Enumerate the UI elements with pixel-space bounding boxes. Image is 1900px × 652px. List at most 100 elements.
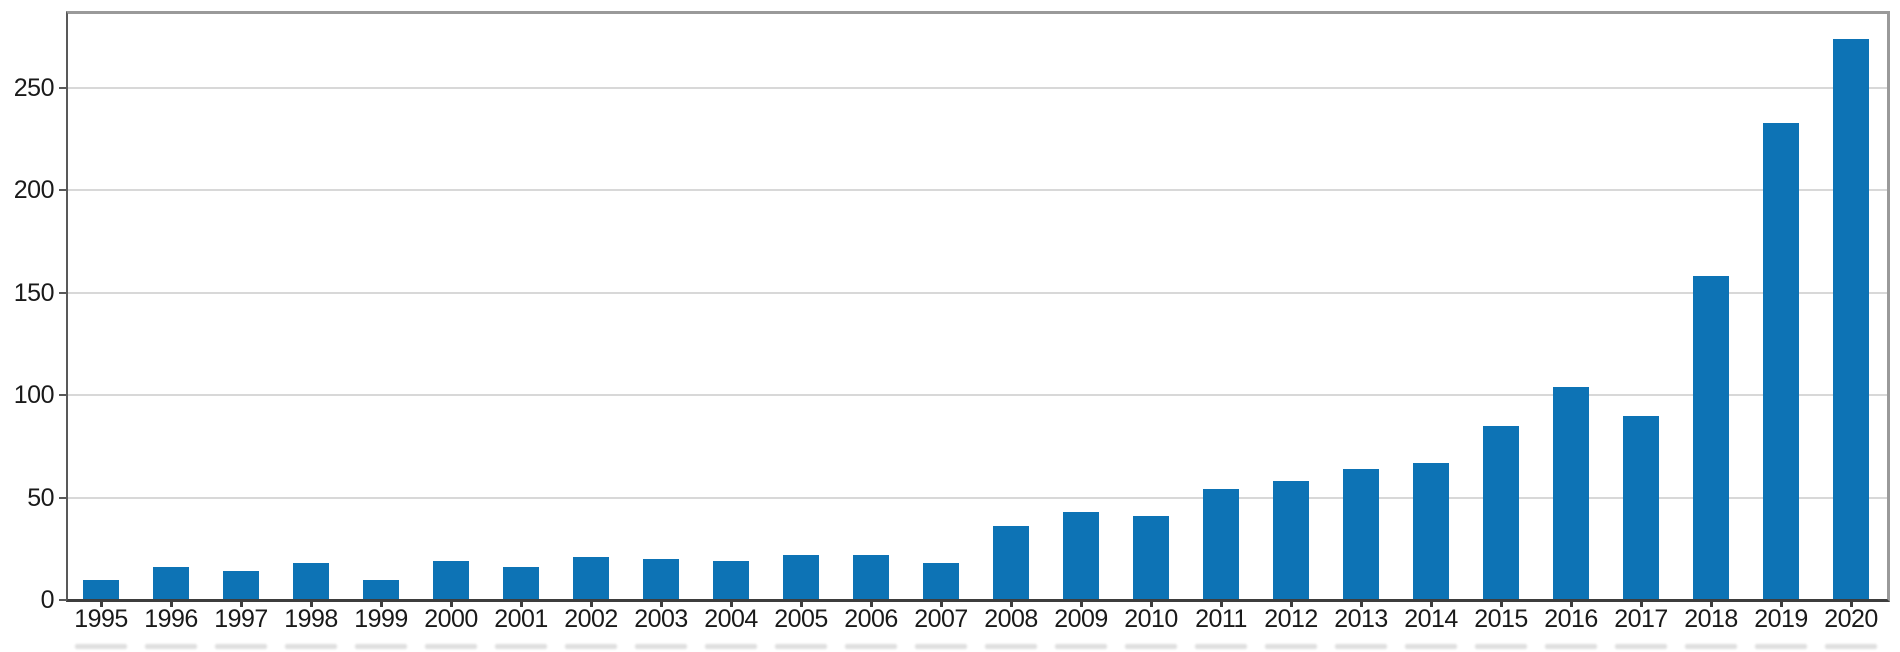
x-tick-2005 — [800, 600, 803, 607]
x-tick-2014 — [1430, 600, 1433, 607]
x-tick-2000 — [450, 600, 453, 607]
bar-2009 — [1063, 511, 1099, 600]
grid-line-50 — [68, 496, 1888, 499]
bar-2008 — [993, 526, 1029, 600]
x-tick-label-2017: 2017 — [1614, 605, 1668, 633]
x-tick-label-2000: 2000 — [424, 605, 478, 633]
x-tick-label-2008: 2008 — [984, 605, 1038, 633]
y-tick-label-0: 0 — [40, 586, 55, 614]
x-tick-label-2016: 2016 — [1544, 605, 1598, 633]
x-tick-2017 — [1640, 600, 1643, 607]
bar-2004 — [713, 561, 749, 600]
bar-2000 — [433, 561, 469, 600]
y-tick-0 — [59, 599, 67, 601]
cropped-text-artifact — [985, 644, 1037, 649]
grid-line-150 — [68, 291, 1888, 294]
cropped-text-artifact — [1825, 644, 1877, 649]
x-tick-1999 — [380, 600, 383, 607]
bar-2007 — [923, 563, 959, 600]
bar-2001 — [503, 567, 539, 600]
bar-2012 — [1273, 481, 1309, 600]
x-tick-2007 — [940, 600, 943, 607]
x-tick-label-2010: 2010 — [1124, 605, 1178, 633]
x-tick-2013 — [1360, 600, 1363, 607]
x-tick-2002 — [590, 600, 593, 607]
x-tick-label-1996: 1996 — [144, 605, 198, 633]
cropped-text-artifact — [1475, 644, 1527, 649]
bar-2011 — [1203, 489, 1239, 600]
x-tick-label-2020: 2020 — [1824, 605, 1878, 633]
bar-2014 — [1413, 462, 1449, 600]
x-tick-1997 — [240, 600, 243, 607]
bar-2015 — [1483, 425, 1519, 600]
grid-line-200 — [68, 189, 1888, 192]
x-tick-2009 — [1080, 600, 1083, 607]
x-tick-label-2013: 2013 — [1334, 605, 1388, 633]
bar-2017 — [1623, 415, 1659, 600]
x-tick-1996 — [170, 600, 173, 607]
x-tick-2012 — [1290, 600, 1293, 607]
x-tick-2010 — [1150, 600, 1153, 607]
plot-border — [66, 11, 1890, 602]
x-tick-label-2011: 2011 — [1195, 605, 1247, 633]
y-tick-label-150: 150 — [13, 278, 55, 307]
cropped-text-artifact — [1615, 644, 1667, 649]
y-tick-100 — [59, 394, 67, 397]
y-tick-label-200: 200 — [13, 176, 55, 205]
x-tick-label-2005: 2005 — [774, 605, 828, 633]
x-tick-1998 — [310, 600, 313, 607]
cropped-text-artifact — [1755, 644, 1807, 649]
x-tick-label-2001: 2001 — [494, 605, 548, 633]
cropped-text-artifact — [1195, 644, 1247, 649]
y-tick-200 — [59, 189, 67, 192]
cropped-text-artifact — [705, 644, 757, 649]
bar-1997 — [223, 571, 259, 600]
x-tick-label-2015: 2015 — [1474, 605, 1528, 633]
x-tick-label-1999: 1999 — [354, 605, 408, 633]
y-tick-label-50: 50 — [27, 483, 54, 512]
y-tick-150 — [59, 291, 67, 294]
x-tick-2008 — [1010, 600, 1013, 607]
x-tick-2015 — [1500, 600, 1503, 607]
cropped-text-artifact — [1405, 644, 1457, 649]
bar-2003 — [643, 559, 679, 600]
x-tick-1995 — [100, 600, 103, 607]
bar-1999 — [363, 579, 399, 600]
x-tick-2001 — [520, 600, 523, 607]
y-tick-50 — [59, 496, 67, 499]
grid-line-100 — [68, 394, 1888, 397]
cropped-text-artifact — [355, 644, 407, 649]
x-tick-label-2012: 2012 — [1264, 605, 1318, 633]
x-tick-2020 — [1850, 600, 1853, 607]
bar-2018 — [1693, 276, 1729, 600]
x-tick-2006 — [870, 600, 873, 607]
bar-2006 — [853, 554, 889, 600]
cropped-text-artifact — [1265, 644, 1317, 649]
cropped-text-artifact — [565, 644, 617, 649]
cropped-text-artifact — [1685, 644, 1737, 649]
cropped-text-artifact — [845, 644, 897, 649]
x-tick-label-2002: 2002 — [564, 605, 618, 633]
cropped-text-artifact — [635, 644, 687, 649]
grid-line-250 — [68, 86, 1888, 89]
bar-2005 — [783, 554, 819, 600]
bar-2020 — [1833, 38, 1869, 600]
y-tick-label-250: 250 — [13, 73, 55, 102]
x-tick-label-2004: 2004 — [704, 605, 758, 633]
cropped-text-artifact — [775, 644, 827, 649]
x-tick-2016 — [1570, 600, 1573, 607]
y-tick-label-100: 100 — [13, 381, 55, 410]
bar-2013 — [1343, 468, 1379, 600]
cropped-text-artifact — [1055, 644, 1107, 649]
cropped-text-artifact — [215, 644, 267, 649]
cropped-text-artifact — [1545, 644, 1597, 649]
cropped-text-artifact — [75, 644, 127, 649]
x-tick-label-2003: 2003 — [634, 605, 688, 633]
cropped-text-artifact — [915, 644, 967, 649]
cropped-text-artifact — [1335, 644, 1387, 649]
